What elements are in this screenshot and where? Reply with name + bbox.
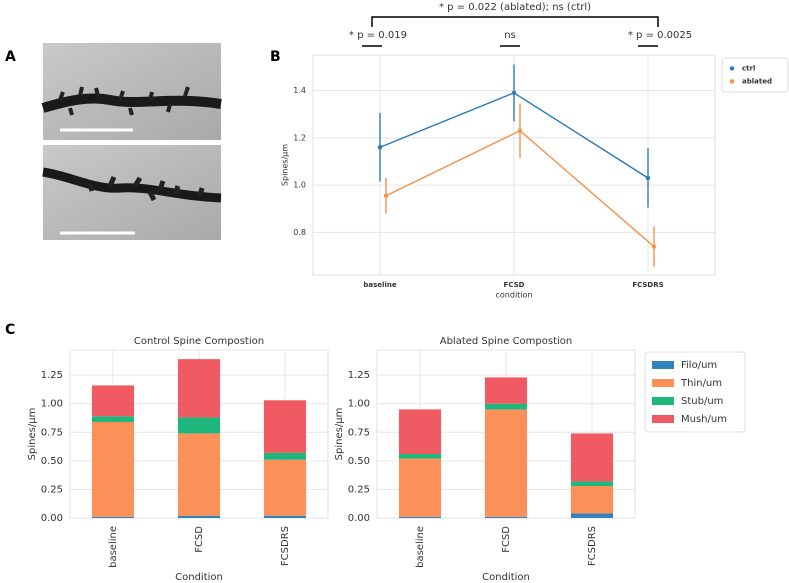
point: [511, 90, 517, 96]
x-axis-label: condition: [496, 291, 533, 300]
x-tick-label: FCSD: [194, 526, 205, 553]
x-tick-label: FCSDRS: [280, 526, 291, 566]
bar-segment: [177, 433, 221, 516]
legend-marker: [729, 66, 735, 71]
bar-segment: [263, 452, 307, 460]
y-tick-label: 0.50: [41, 456, 63, 467]
point: [651, 244, 657, 249]
point: [383, 193, 389, 198]
bar-segment: [398, 516, 442, 518]
annotation: * p = 0.0025: [628, 30, 692, 41]
y-axis-label: Spines/µm: [334, 408, 345, 461]
micrograph-top: [41, 43, 222, 140]
annotation: * p = 0.019: [349, 30, 407, 41]
y-axis-label: Spines/µm: [281, 144, 290, 186]
chart-title: Control Spine Compostion: [134, 336, 264, 347]
bar-segment: [484, 403, 528, 410]
point: [377, 145, 383, 150]
legend-marker: [652, 361, 674, 369]
bar-segment: [91, 516, 135, 518]
legend-marker: [652, 379, 674, 387]
bar-segment: [263, 515, 307, 518]
panel-label: B: [270, 49, 281, 65]
x-tick-label: FCSD: [504, 281, 525, 289]
x-tick-label: baseline: [363, 281, 396, 289]
y-tick-label: 0.75: [348, 427, 370, 438]
bar-segment: [91, 385, 135, 417]
legend-label: Thin/um: [680, 378, 722, 389]
bar-segment: [177, 515, 221, 518]
legend-frame: [644, 351, 746, 433]
x-axis-label: Condition: [175, 572, 223, 583]
annotation: ns: [504, 30, 516, 41]
y-tick-label: 0.50: [348, 456, 370, 467]
y-tick-label: 0.25: [348, 484, 370, 495]
y-tick-label: 0.8: [293, 228, 306, 237]
legend-marker: [652, 415, 674, 423]
point: [517, 128, 523, 133]
bar-segment: [484, 409, 528, 517]
x-tick-label: FCSDRS: [632, 281, 663, 289]
y-tick-label: 1.25: [348, 370, 370, 381]
legend-label: ctrl: [742, 65, 755, 73]
bracket: [371, 16, 659, 27]
legend-label: Mush/um: [681, 414, 727, 425]
bar-segment: [91, 422, 135, 517]
legend-frame: [721, 57, 789, 93]
panel-label: A: [5, 49, 16, 65]
bar-segment: [570, 513, 614, 518]
x-tick-label: FCSDRS: [587, 526, 598, 566]
x-tick-label: baseline: [415, 526, 426, 568]
y-tick-label: 0.00: [348, 513, 370, 524]
bar-segment: [91, 416, 135, 422]
bar-segment: [484, 516, 528, 518]
y-axis-label: Spines/µm: [27, 408, 38, 461]
y-tick-label: 1.0: [293, 181, 306, 190]
bar-segment: [570, 433, 614, 482]
bar-segment: [484, 377, 528, 404]
bar-segment: [398, 454, 442, 459]
legend-label: Stub/um: [681, 396, 723, 407]
legend-label: Filo/um: [681, 360, 717, 371]
plot-frame: [312, 54, 716, 276]
y-tick-label: 0.00: [41, 513, 63, 524]
y-tick-label: 0.25: [41, 484, 63, 495]
y-tick-label: 1.4: [293, 86, 306, 95]
bar-segment: [263, 400, 307, 453]
chart-title: Ablated Spine Compostion: [440, 336, 573, 347]
x-tick-label: baseline: [108, 526, 119, 568]
x-tick-label: FCSD: [501, 526, 512, 553]
bar-segment: [398, 458, 442, 517]
bar-segment: [177, 359, 221, 418]
bar-segment: [263, 459, 307, 516]
bar-segment: [177, 417, 221, 434]
x-axis-label: Condition: [482, 572, 530, 583]
micrograph-bottom: [42, 145, 222, 240]
y-tick-label: 1.25: [41, 370, 63, 381]
bar-segment: [570, 481, 614, 486]
panel-label: C: [5, 322, 15, 338]
bar-segment: [570, 486, 614, 514]
legend-marker: [652, 397, 674, 405]
legend-label: ablated: [742, 78, 772, 86]
y-tick-label: 1.2: [293, 133, 306, 142]
point: [645, 175, 651, 181]
bar-segment: [398, 409, 442, 454]
y-tick-label: 1.00: [348, 399, 370, 410]
legend-marker: [729, 79, 735, 84]
y-tick-label: 1.00: [41, 399, 63, 410]
y-tick-label: 0.75: [41, 427, 63, 438]
annotation: * p = 0.022 (ablated); ns (ctrl): [439, 2, 591, 13]
